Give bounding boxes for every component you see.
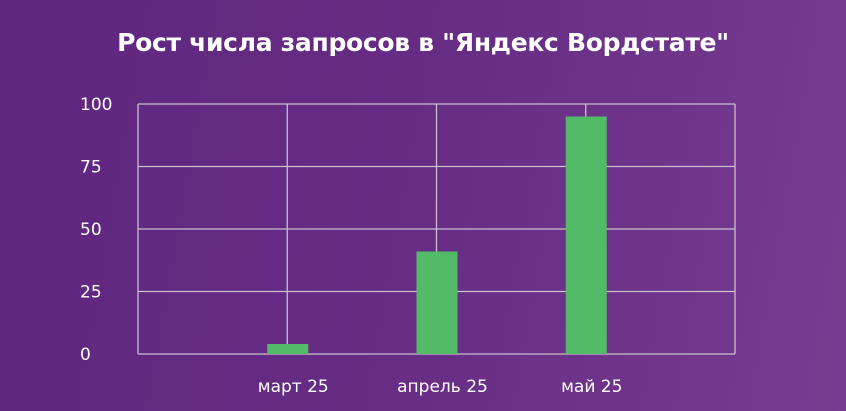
y-tick-label: 75 — [80, 158, 102, 178]
y-tick-label: 0 — [80, 345, 91, 365]
x-tick-label: май 25 — [561, 377, 622, 397]
chart-title: Рост числа запросов в "Яндекс Вордстате" — [117, 28, 729, 57]
y-tick-label: 25 — [80, 283, 102, 303]
x-tick-label: апрель 25 — [397, 377, 488, 397]
y-tick-label: 50 — [80, 220, 102, 240]
bar-2 — [416, 251, 458, 354]
bar-1 — [267, 344, 309, 354]
y-tick-label: 100 — [80, 95, 112, 115]
x-tick-label: март 25 — [258, 377, 329, 397]
bar-3 — [565, 116, 607, 354]
